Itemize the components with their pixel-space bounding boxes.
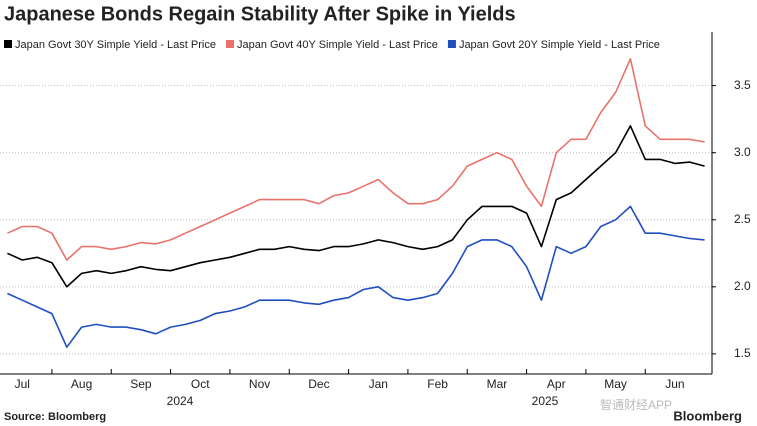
y-tick-label: 2.5 bbox=[734, 212, 751, 226]
x-tick-label: Mar bbox=[487, 377, 508, 391]
y-tick-label: 2.0 bbox=[734, 279, 751, 293]
legend-label: Japan Govt 20Y Simple Yield - Last Price bbox=[459, 39, 660, 51]
series-line bbox=[7, 205, 705, 348]
x-tick-label: Jun bbox=[665, 377, 684, 391]
x-tick-label: Oct bbox=[191, 377, 210, 391]
x-tick-label: Nov bbox=[249, 377, 270, 391]
legend-swatch bbox=[225, 40, 234, 48]
x-tick-label: Dec bbox=[308, 377, 329, 391]
source: Source: Bloomberg bbox=[4, 411, 106, 423]
x-tick-label: Apr bbox=[547, 377, 566, 391]
series-line bbox=[7, 125, 705, 288]
legend-swatch bbox=[447, 40, 456, 48]
x-tick-label: Jan bbox=[369, 377, 388, 391]
x-tick-label: May bbox=[604, 377, 627, 391]
y-tick-label: 3.0 bbox=[734, 145, 751, 159]
y-tick-label: 1.5 bbox=[734, 346, 751, 360]
chart-title: Japanese Bonds Regain Stability After Sp… bbox=[4, 3, 516, 25]
x-tick-label: Feb bbox=[427, 377, 448, 391]
legend-label: Japan Govt 40Y Simple Yield - Last Price bbox=[237, 39, 438, 51]
brand: Bloomberg bbox=[673, 408, 742, 423]
x-tick-label: Jul bbox=[15, 377, 30, 391]
x-tick-label: Aug bbox=[71, 377, 92, 391]
watermark: 智通财经APP bbox=[600, 397, 672, 412]
year-label: 2024 bbox=[167, 394, 194, 408]
y-tick-label: 3.5 bbox=[734, 78, 751, 92]
series-line bbox=[7, 58, 705, 261]
legend-swatch bbox=[4, 40, 12, 48]
x-tick-label: Sep bbox=[130, 377, 152, 391]
legend-label: Japan Govt 30Y Simple Yield - Last Price bbox=[15, 39, 216, 51]
legend-bg bbox=[0, 36, 708, 54]
year-label: 2025 bbox=[532, 394, 559, 408]
